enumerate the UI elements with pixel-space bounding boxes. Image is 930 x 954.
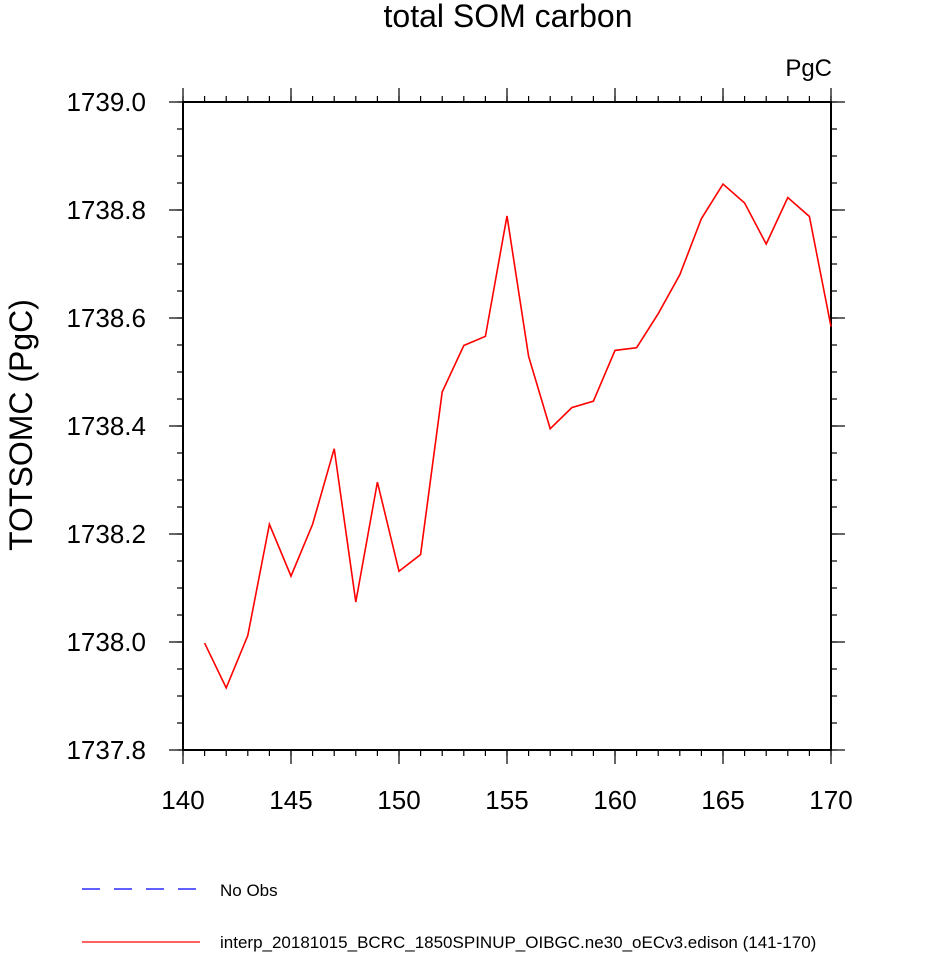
legend-label-model-run: interp_20181015_BCRC_1850SPINUP_OIBGC.ne…	[220, 933, 816, 952]
x-tick-label: 150	[377, 785, 420, 815]
data-point	[247, 635, 249, 637]
data-point	[787, 197, 789, 199]
data-point	[398, 570, 400, 572]
y-tick-label: 1738.6	[66, 303, 146, 333]
x-tick-label: 170	[809, 785, 852, 815]
y-tick-label: 1737.8	[66, 735, 146, 765]
data-point	[744, 202, 746, 204]
legend: No Obs interp_20181015_BCRC_1850SPINUP_O…	[82, 881, 816, 952]
x-tick-label: 160	[593, 785, 636, 815]
y-tick-labels: 1737.8 1738.0 1738.2 1738.4 1738.6 1738.8 1739…	[66, 87, 146, 765]
data-point	[809, 216, 811, 218]
data-point	[485, 336, 487, 338]
y-tick-label: 1738.8	[66, 195, 146, 225]
data-point	[593, 400, 595, 402]
data-point	[830, 326, 832, 328]
data-point	[506, 215, 508, 217]
data-point	[377, 481, 379, 483]
data-point	[269, 523, 271, 525]
y-tick-label: 1738.0	[66, 627, 146, 657]
units-label: PgC	[785, 55, 832, 82]
x-tick-label: 145	[269, 785, 312, 815]
data-point	[420, 554, 422, 556]
data-point	[657, 313, 659, 315]
data-point	[528, 356, 530, 358]
y-tick-label: 1738.2	[66, 519, 146, 549]
data-point	[722, 183, 724, 185]
legend-label-no-obs: No Obs	[220, 881, 278, 900]
data-series	[203, 182, 832, 690]
data-point	[463, 345, 465, 347]
series-line	[203, 182, 832, 690]
y-axis-label: TOTSOMC (PgC)	[3, 299, 39, 551]
data-point	[636, 347, 638, 349]
data-point	[355, 601, 357, 603]
axis-ticks	[169, 88, 845, 764]
chart-title: total SOM carbon	[384, 0, 633, 34]
data-point	[765, 243, 767, 245]
x-tick-label: 165	[701, 785, 744, 815]
data-point	[549, 428, 551, 430]
data-point	[204, 642, 206, 644]
data-point	[312, 523, 314, 525]
data-point	[290, 575, 292, 577]
data-point	[701, 218, 703, 220]
data-point	[614, 350, 616, 352]
data-point	[571, 407, 573, 409]
y-tick-label: 1738.4	[66, 411, 146, 441]
data-point	[679, 274, 681, 276]
data-point	[333, 448, 335, 450]
data-point	[225, 687, 227, 689]
x-tick-label: 155	[485, 785, 528, 815]
y-tick-label: 1739.0	[66, 87, 146, 117]
data-point	[441, 391, 443, 393]
plot-frame	[182, 101, 832, 751]
x-tick-label: 140	[161, 785, 204, 815]
x-tick-labels: 140 145 150 155 160 165 170	[161, 785, 852, 815]
